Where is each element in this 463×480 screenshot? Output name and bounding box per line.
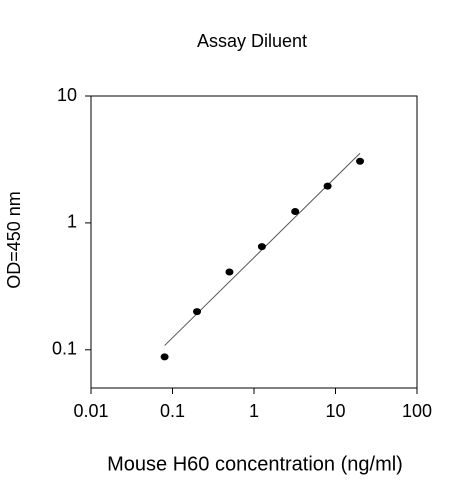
x-tick-label: 1 (249, 401, 259, 421)
data-point (356, 157, 365, 165)
y-tick-label: 0.1 (52, 339, 77, 359)
x-tick-label: 0.1 (160, 401, 185, 421)
data-point (257, 243, 266, 251)
y-tick-label: 1 (67, 212, 77, 232)
plot-frame (90, 95, 418, 389)
y-axis-label: OD=450 nm (4, 191, 24, 289)
x-tick-label: 100 (402, 401, 432, 421)
data-point (291, 207, 300, 215)
y-tick-label: 10 (57, 85, 77, 105)
data-point (323, 182, 332, 190)
data-point (160, 353, 169, 361)
x-axis-label: Mouse H60 concentration (ng/ml) (107, 453, 403, 475)
data-point (193, 308, 202, 316)
data-point (225, 268, 234, 276)
chart-title: Assay Diluent (197, 31, 307, 51)
x-tick-label: 0.01 (73, 401, 108, 421)
x-tick-label: 10 (325, 401, 345, 421)
